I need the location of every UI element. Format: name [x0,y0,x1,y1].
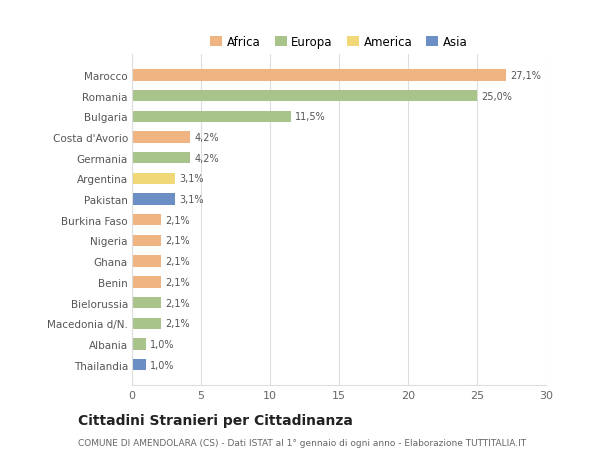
Text: 3,1%: 3,1% [179,174,203,184]
Text: 27,1%: 27,1% [510,71,541,81]
Bar [132,277,161,288]
Bar [132,174,175,185]
Text: Cittadini Stranieri per Cittadinanza: Cittadini Stranieri per Cittadinanza [78,414,353,428]
Bar [132,70,506,81]
Bar [132,91,477,102]
Text: 3,1%: 3,1% [179,195,203,205]
Text: 4,2%: 4,2% [194,153,219,163]
Text: 2,1%: 2,1% [165,215,190,225]
Text: 2,1%: 2,1% [165,298,190,308]
Bar [132,215,161,226]
Text: 4,2%: 4,2% [194,133,219,143]
Bar [132,256,161,267]
Bar [132,112,290,123]
Text: 1,0%: 1,0% [150,339,175,349]
Text: 2,1%: 2,1% [165,319,190,329]
Text: 2,1%: 2,1% [165,277,190,287]
Text: 11,5%: 11,5% [295,112,326,122]
Text: 1,0%: 1,0% [150,360,175,370]
Text: 2,1%: 2,1% [165,236,190,246]
Text: 25,0%: 25,0% [481,91,512,101]
Bar [132,359,146,370]
Legend: Africa, Europa, America, Asia: Africa, Europa, America, Asia [206,31,472,54]
Bar [132,297,161,308]
Text: 2,1%: 2,1% [165,257,190,267]
Bar [132,235,161,246]
Bar [132,318,161,329]
Text: COMUNE DI AMENDOLARA (CS) - Dati ISTAT al 1° gennaio di ogni anno - Elaborazione: COMUNE DI AMENDOLARA (CS) - Dati ISTAT a… [78,438,526,447]
Bar [132,339,146,350]
Bar [132,153,190,164]
Bar [132,194,175,205]
Bar [132,132,190,143]
